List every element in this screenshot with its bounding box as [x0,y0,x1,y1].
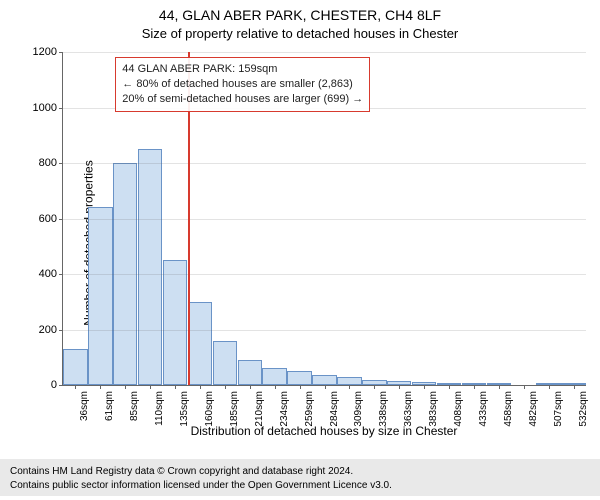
xtick-label: 185sqm [229,391,240,427]
bar [337,377,361,385]
bar [138,149,162,385]
xtick-mark [300,385,301,389]
ytick-label: 400 [39,268,63,280]
xtick-mark [325,385,326,389]
ytick-label: 600 [39,213,63,225]
plot-region: 02004006008001000120036sqm61sqm85sqm110s… [62,52,586,386]
xtick-label: 363sqm [403,391,414,427]
xtick-label: 507sqm [553,391,564,427]
footer: Contains HM Land Registry data © Crown c… [0,459,600,496]
xtick-label: 210sqm [254,391,265,427]
xtick-mark [75,385,76,389]
bar [238,360,262,385]
bar [63,349,87,385]
xtick-mark [349,385,350,389]
gridline [63,163,586,164]
xtick-label: 532sqm [578,391,589,427]
page-title: 44, GLAN ABER PARK, CHESTER, CH4 8LF [0,0,600,24]
xtick-label: 85sqm [129,391,140,421]
xtick-mark [374,385,375,389]
xtick-mark [250,385,251,389]
annotation-line: ← 80% of detached houses are smaller (2,… [122,77,363,92]
xtick-label: 284sqm [329,391,340,427]
xtick-label: 383sqm [428,391,439,427]
xtick-mark [275,385,276,389]
annotation-line: 44 GLAN ABER PARK: 159sqm [122,62,363,77]
ytick-label: 1200 [33,46,63,58]
xtick-label: 135sqm [179,391,190,427]
xtick-label: 482sqm [528,391,539,427]
xtick-mark [125,385,126,389]
xtick-mark [549,385,550,389]
xtick-label: 110sqm [154,391,165,426]
bar [213,341,237,385]
annotation-line: 20% of semi-detached houses are larger (… [122,92,363,107]
xtick-mark [449,385,450,389]
xtick-mark [175,385,176,389]
bar [262,368,286,385]
xtick-mark [150,385,151,389]
bar [163,260,187,385]
bar [88,207,112,385]
bar [287,371,311,385]
xtick-mark [100,385,101,389]
xtick-label: 408sqm [453,391,464,427]
xtick-mark [424,385,425,389]
footer-line-1: Contains HM Land Registry data © Crown c… [10,465,590,479]
xtick-label: 160sqm [204,391,215,427]
gridline [63,219,586,220]
gridline [63,330,586,331]
xtick-label: 458sqm [503,391,514,427]
xtick-mark [225,385,226,389]
xtick-mark [524,385,525,389]
ytick-label: 0 [51,379,63,391]
xtick-mark [200,385,201,389]
xtick-label: 259sqm [304,391,315,427]
gridline [63,274,586,275]
xtick-label: 433sqm [478,391,489,427]
chart-area: Number of detached properties 0200400600… [0,48,600,438]
xtick-mark [574,385,575,389]
xtick-label: 36sqm [79,391,90,421]
bar [312,375,336,385]
gridline [63,52,586,53]
ytick-label: 800 [39,157,63,169]
page-subtitle: Size of property relative to detached ho… [0,24,600,41]
xtick-label: 338sqm [378,391,389,427]
xtick-label: 234sqm [279,391,290,427]
xtick-label: 309sqm [353,391,364,427]
xtick-label: 61sqm [104,391,115,421]
xtick-mark [499,385,500,389]
xtick-mark [399,385,400,389]
ytick-label: 1000 [33,102,63,114]
annotation-box: 44 GLAN ABER PARK: 159sqm← 80% of detach… [115,57,370,112]
ytick-label: 200 [39,324,63,336]
x-axis-label: Distribution of detached houses by size … [62,424,586,438]
bar [188,302,212,385]
xtick-mark [474,385,475,389]
footer-line-2: Contains public sector information licen… [10,479,590,493]
